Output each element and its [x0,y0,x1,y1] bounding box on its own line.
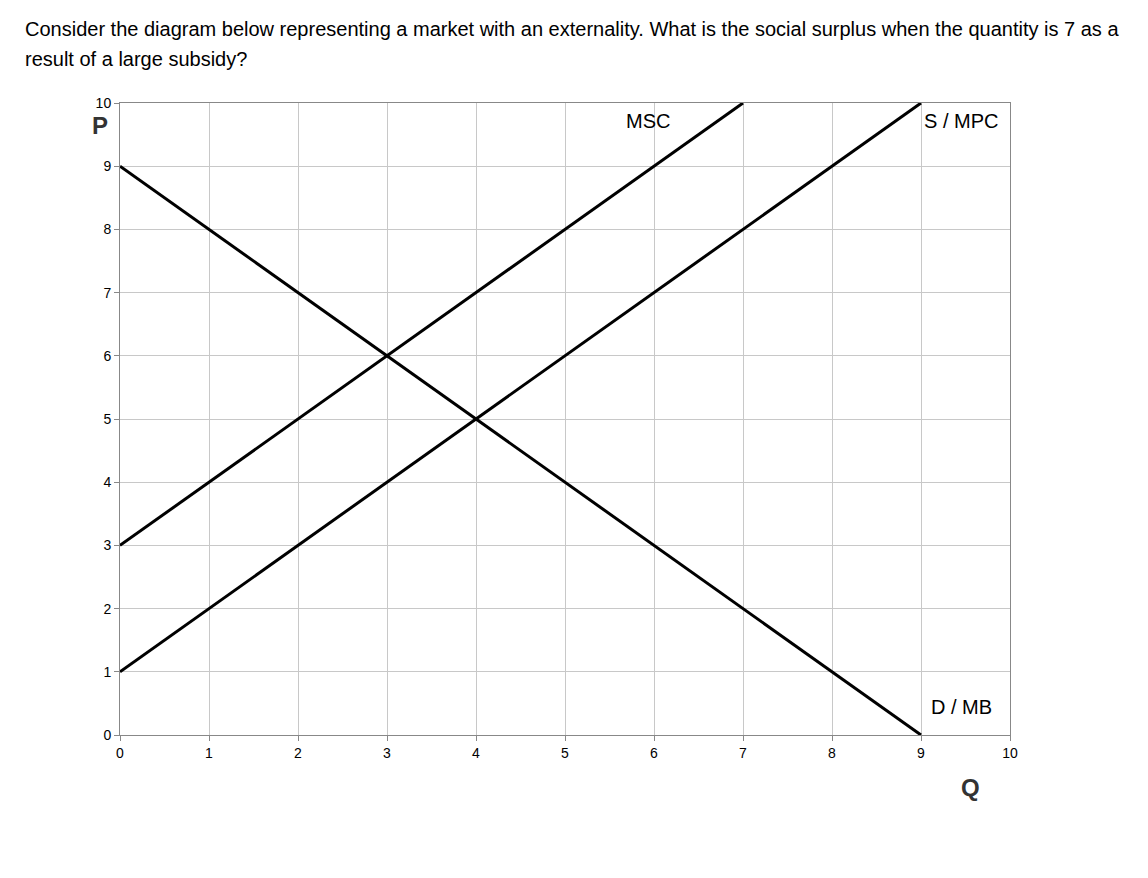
svg-text:3: 3 [103,537,111,553]
svg-text:P: P [92,112,108,139]
svg-text:5: 5 [103,411,111,427]
svg-text:4: 4 [103,474,111,490]
svg-text:4: 4 [472,745,480,761]
svg-text:D / MB: D / MB [931,696,992,718]
svg-text:6: 6 [103,348,111,364]
svg-text:5: 5 [561,745,569,761]
html-text:Consider the diagram below rep: Consider the diagram below representing … [25,18,1119,70]
svg-text:0: 0 [116,745,124,761]
svg-text:10: 10 [1002,745,1018,761]
svg-text:S / MPC: S / MPC [924,110,998,132]
svg-text:9: 9 [103,158,111,174]
svg-text:3: 3 [383,745,391,761]
svg-text:6: 6 [650,745,658,761]
svg-text:7: 7 [103,285,111,301]
svg-text:8: 8 [828,745,836,761]
svg-text:2: 2 [294,745,302,761]
svg-text:0: 0 [103,727,111,743]
svg-text:1: 1 [205,745,213,761]
svg-text:7: 7 [739,745,747,761]
svg-text:9: 9 [917,745,925,761]
svg-text:1: 1 [103,664,111,680]
svg-text:8: 8 [103,221,111,237]
svg-text:2: 2 [103,601,111,617]
svg-text:MSC: MSC [626,110,670,132]
svg-text:10: 10 [96,95,112,111]
svg-text:Q: Q [961,774,980,801]
